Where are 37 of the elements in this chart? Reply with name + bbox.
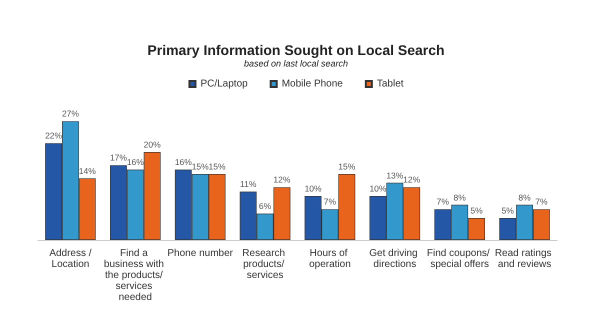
data-label: 12%	[403, 174, 421, 185]
data-label: 8%	[454, 192, 466, 202]
data-label: 16%	[126, 157, 144, 168]
data-label: 6%	[258, 201, 272, 212]
data-label: 14%	[78, 166, 96, 176]
chart-title: Primary Information Sought on Local Search	[147, 42, 445, 58]
data-label: 15%	[338, 162, 356, 172]
data-label: 22%	[45, 130, 63, 141]
x-tick-label: Hours of operation	[309, 248, 351, 270]
data-label: 5%	[470, 206, 484, 216]
x-tick-label: Address /Location	[49, 248, 92, 270]
data-label: 16%	[174, 157, 192, 168]
data-label: 7%	[324, 196, 337, 207]
data-label: 15%	[208, 162, 226, 172]
data-label: 13%	[386, 170, 404, 180]
x-tick-label: Research products/ services	[242, 248, 288, 281]
legend-label: Mobile Phone	[282, 78, 344, 90]
x-tick-label: Find coupons/ special offers	[426, 248, 492, 270]
x-tick-label: Find a business with the products/ services needed	[104, 248, 167, 303]
data-label: 10%	[304, 184, 322, 194]
legend-label: PC/Laptop	[200, 78, 248, 90]
data-label: 10%	[369, 184, 387, 194]
data-label: 5%	[502, 206, 514, 216]
legend-label: Tablet	[376, 78, 404, 90]
data-label: 7%	[436, 196, 450, 207]
x-tick-label: Get driving directions	[369, 248, 420, 270]
data-label: 20%	[144, 140, 162, 150]
data-label: 27%	[62, 108, 80, 119]
chart-subtitle: based on last local search	[244, 58, 348, 68]
data-label: 8%	[518, 192, 532, 202]
data-label: 11%	[240, 179, 257, 190]
data-label: 7%	[535, 196, 548, 207]
x-tick-label: Read ratings and reviews	[494, 248, 554, 270]
data-label: 15%	[192, 162, 210, 172]
x-tick-label: Phone number	[167, 248, 234, 259]
data-label: 12%	[273, 174, 291, 185]
data-label: 17%	[110, 152, 128, 163]
